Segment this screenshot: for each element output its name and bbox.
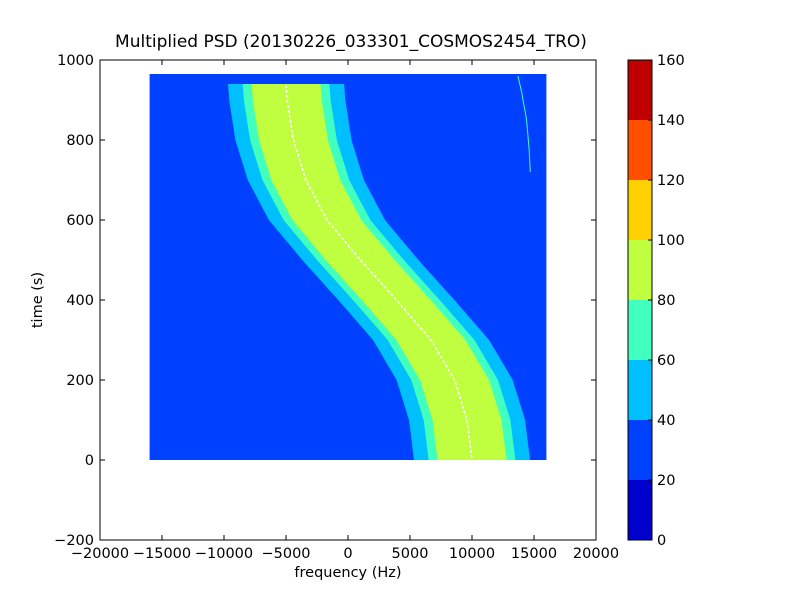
trace-center-line (285, 85, 473, 459)
colorbar-level (628, 240, 652, 300)
colorbar-level (628, 120, 652, 180)
y-tick-label: 0 (85, 453, 94, 469)
colorbar-tick-label: 80 (657, 293, 675, 309)
colorbar-tick-label: 140 (657, 113, 685, 129)
x-tick-label: 15000 (511, 546, 557, 562)
colorbar-tick-label: 160 (657, 53, 685, 69)
y-tick-label: −200 (54, 533, 94, 549)
colorbar-level (628, 360, 652, 420)
x-tick-label: 20000 (573, 546, 619, 562)
x-tick-label: −20000 (71, 546, 129, 562)
secondary-trace (517, 75, 531, 173)
plot-area (149, 74, 547, 460)
colorbar-tick-label: 100 (657, 233, 685, 249)
x-axis: −20000 −15000 −10000 −5000 0 5000 10000 15000 20… (71, 60, 619, 562)
x-tick-label: 10000 (449, 546, 495, 562)
colorbar-level (628, 300, 652, 360)
y-axis-label: time (s) (30, 272, 46, 328)
colorbar-level (628, 60, 652, 120)
y-tick-label: 800 (66, 133, 94, 149)
y-axis: −200 0 200 400 600 800 1000 (54, 53, 596, 549)
y-tick-label: 1000 (57, 53, 94, 69)
y-tick-label: 200 (66, 373, 94, 389)
colorbar-level (628, 180, 652, 240)
colorbar-tick-label: 0 (657, 533, 666, 549)
y-tick-label: 400 (66, 293, 94, 309)
colorbar-level (628, 420, 652, 480)
x-tick-label: 0 (343, 546, 352, 562)
x-tick-label: −10000 (195, 546, 253, 562)
x-tick-label: −5000 (261, 546, 310, 562)
x-axis-label: frequency (Hz) (294, 565, 401, 581)
x-tick-label: −15000 (133, 546, 191, 562)
colorbar-tick-label: 20 (657, 473, 675, 489)
contour-band-80 (251, 84, 507, 460)
y-tick-label: 600 (66, 213, 94, 229)
colorbar: 0 20 40 60 80 100 120 140 160 (627, 53, 685, 549)
colorbar-level (628, 480, 652, 540)
x-tick-label: 5000 (392, 546, 429, 562)
colorbar-tick-label: 40 (657, 413, 675, 429)
colorbar-tick-label: 120 (657, 173, 685, 189)
chart-title: Multiplied PSD (20130226_033301_COSMOS24… (115, 32, 587, 52)
colorbar-tick-label: 60 (657, 353, 675, 369)
